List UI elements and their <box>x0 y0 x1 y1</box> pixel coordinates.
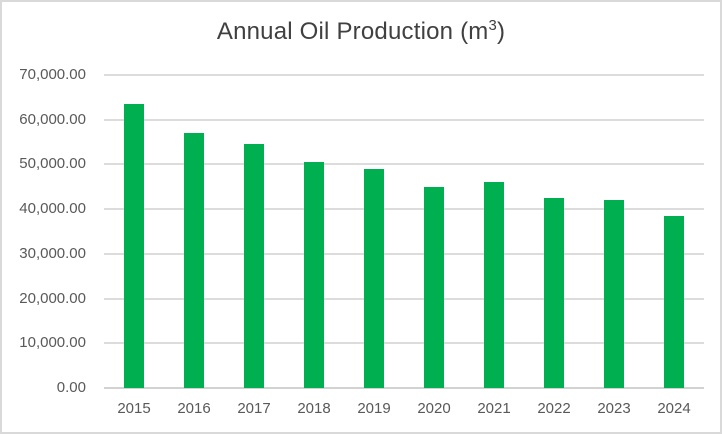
bar-2024[interactable] <box>664 216 684 388</box>
y-axis-tick-label: 30,000.00 <box>19 244 86 262</box>
y-axis-tick-label: 70,000.00 <box>19 66 86 83</box>
y-axis-tick-label: 0.00 <box>56 379 86 396</box>
bar-2022[interactable] <box>544 198 564 388</box>
x-axis-tick-label: 2015 <box>117 400 151 417</box>
gridline <box>104 297 704 300</box>
bar-2017[interactable] <box>244 144 264 388</box>
x-axis-tick-label: 2022 <box>537 400 571 417</box>
x-axis-tick-label: 2017 <box>237 400 271 417</box>
gridline <box>104 342 704 345</box>
gridline <box>104 208 704 211</box>
x-axis-tick-label: 2024 <box>657 400 691 417</box>
x-axis-tick-label: 2016 <box>177 400 211 417</box>
bar-2015[interactable] <box>124 104 144 388</box>
y-axis-tick-label: 20,000.00 <box>19 289 86 307</box>
x-axis-tick-label: 2021 <box>477 400 511 417</box>
bar-2020[interactable] <box>424 187 444 388</box>
x-axis-tick-label: 2020 <box>417 400 451 417</box>
y-axis-tick-label: 60,000.00 <box>19 110 86 128</box>
chart-title: Annual Oil Production (m3) <box>2 18 720 46</box>
y-axis-tick-label: 10,000.00 <box>19 334 86 352</box>
bar-2023[interactable] <box>604 200 624 388</box>
chart-title-text: Annual Oil Production (m <box>216 18 489 45</box>
gridline <box>104 74 704 76</box>
gridline <box>104 118 704 121</box>
gridline <box>104 163 704 166</box>
x-axis-tick-label: 2023 <box>597 400 631 417</box>
x-axis-tick-label: 2019 <box>357 400 391 417</box>
x-axis-line <box>104 387 704 389</box>
y-axis-tick-label: 50,000.00 <box>19 155 86 173</box>
bar-2018[interactable] <box>304 162 324 388</box>
x-axis-tick-label: 2018 <box>297 400 331 417</box>
chart-title-close-paren: ) <box>496 18 506 45</box>
bar-2019[interactable] <box>364 169 384 388</box>
bar-2016[interactable] <box>184 133 204 388</box>
plot-area <box>104 74 704 389</box>
gridline <box>104 252 704 255</box>
bar-2021[interactable] <box>484 182 504 388</box>
chart-title-superscript: 3 <box>488 18 497 34</box>
y-axis-tick-label: 40,000.00 <box>19 200 86 218</box>
